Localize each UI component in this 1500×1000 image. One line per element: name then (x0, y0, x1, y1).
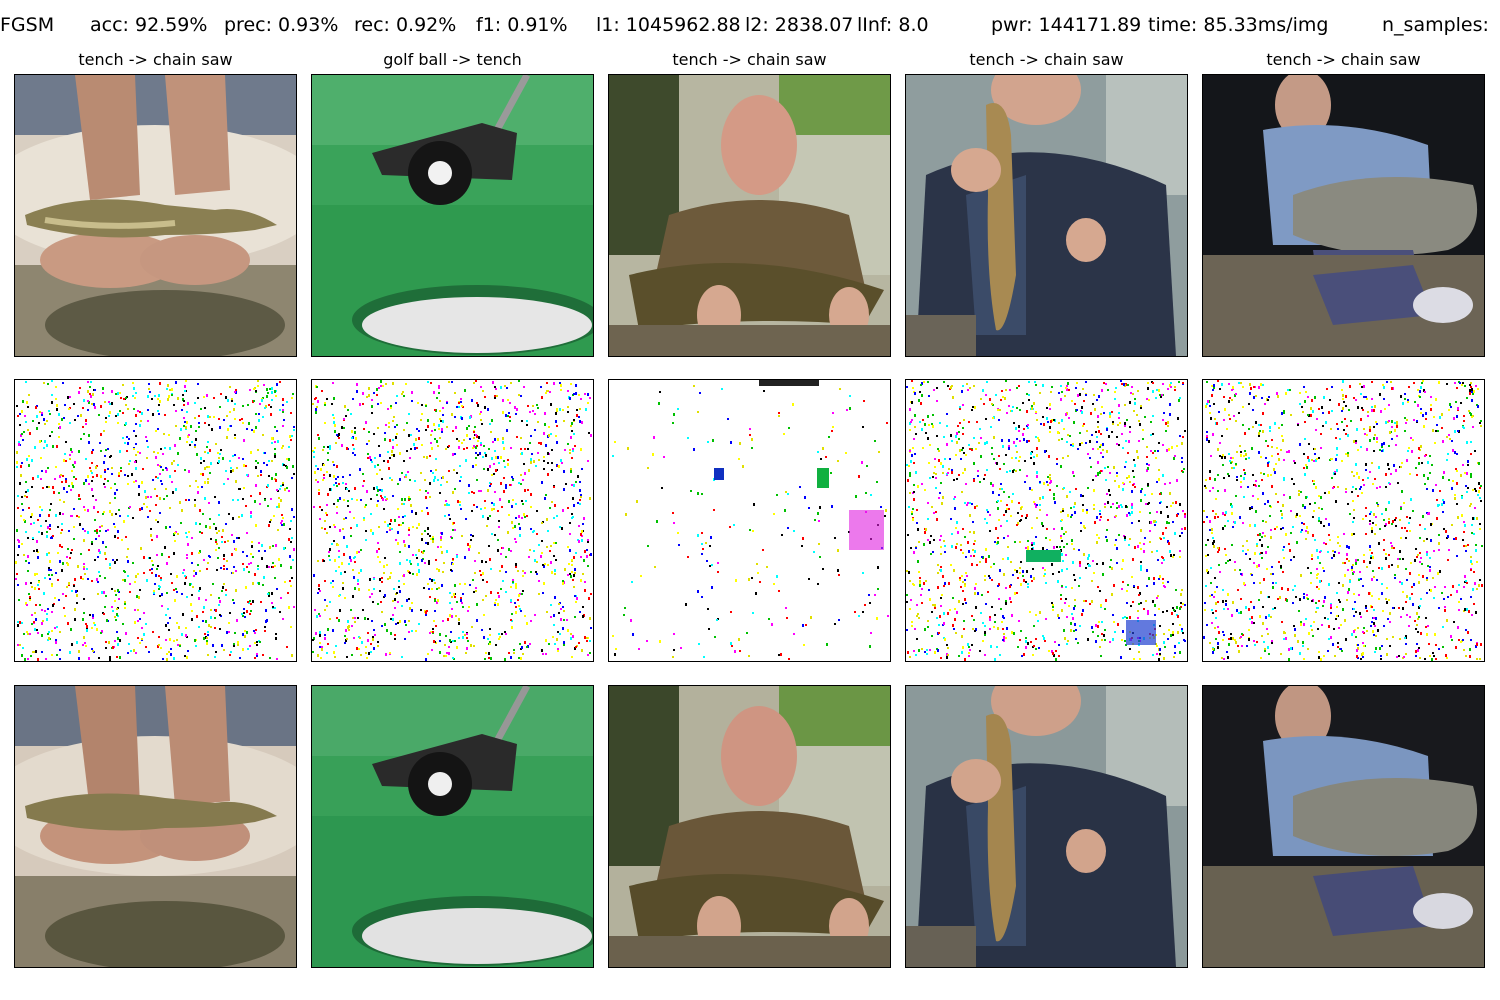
time-metric: time: 85.33ms/img (1148, 14, 1329, 36)
angler-with-fish-image (906, 686, 1187, 967)
column-title: tench -> chain saw (969, 50, 1124, 69)
fish-in-hands-image (15, 686, 296, 967)
fish-in-hands-image (15, 75, 296, 356)
power-metric: pwr: 144171.89 (991, 14, 1142, 36)
perturbation-image (1202, 379, 1485, 662)
column-title: tench -> chain saw (78, 50, 233, 69)
original-image (608, 74, 891, 357)
perturbation-image (905, 379, 1188, 662)
column-title: tench -> chain saw (1266, 50, 1421, 69)
perturbation-noise (1203, 380, 1483, 661)
perturbation-image (608, 379, 891, 662)
metrics-header: FGSM acc: 92.59% prec: 0.93% rec: 0.92% … (0, 14, 1500, 44)
perturbation-image (14, 379, 297, 662)
f1-metric: f1: 0.91% (476, 14, 568, 36)
perturbation-noise (612, 380, 889, 660)
golf-ball-putter-image (312, 75, 593, 356)
l1-metric: l1: 1045962.88 (596, 14, 741, 36)
angler-with-fish-image (906, 75, 1187, 356)
man-with-large-carp-image (1203, 686, 1484, 967)
accuracy-metric: acc: 92.59% (90, 14, 208, 36)
attack-name: FGSM (0, 14, 55, 36)
perturbation-noise (312, 380, 592, 661)
l2-metric: l2: 2838.07 (745, 14, 854, 36)
adversarial-image (905, 685, 1188, 968)
adversarial-image (608, 685, 891, 968)
man-with-large-carp-image (1203, 75, 1484, 356)
adversarial-image (14, 685, 297, 968)
linf-metric: lInf: 8.0 (857, 14, 929, 36)
adversarial-image (311, 685, 594, 968)
column-title: tench -> chain saw (672, 50, 827, 69)
n-samples-metric: n_samples: (1382, 14, 1489, 36)
man-holding-carp-image (609, 686, 890, 967)
perturbation-image (311, 379, 594, 662)
man-holding-carp-image (609, 75, 890, 356)
adversarial-image (1202, 685, 1485, 968)
original-image (14, 74, 297, 357)
perturbation-noise (906, 380, 1186, 661)
perturbation-noise (15, 380, 295, 661)
original-image (311, 74, 594, 357)
precision-metric: prec: 0.93% (224, 14, 339, 36)
column-title: golf ball -> tench (383, 50, 522, 69)
golf-ball-putter-image (312, 686, 593, 967)
original-image (1202, 74, 1485, 357)
original-image (905, 74, 1188, 357)
recall-metric: rec: 0.92% (354, 14, 457, 36)
